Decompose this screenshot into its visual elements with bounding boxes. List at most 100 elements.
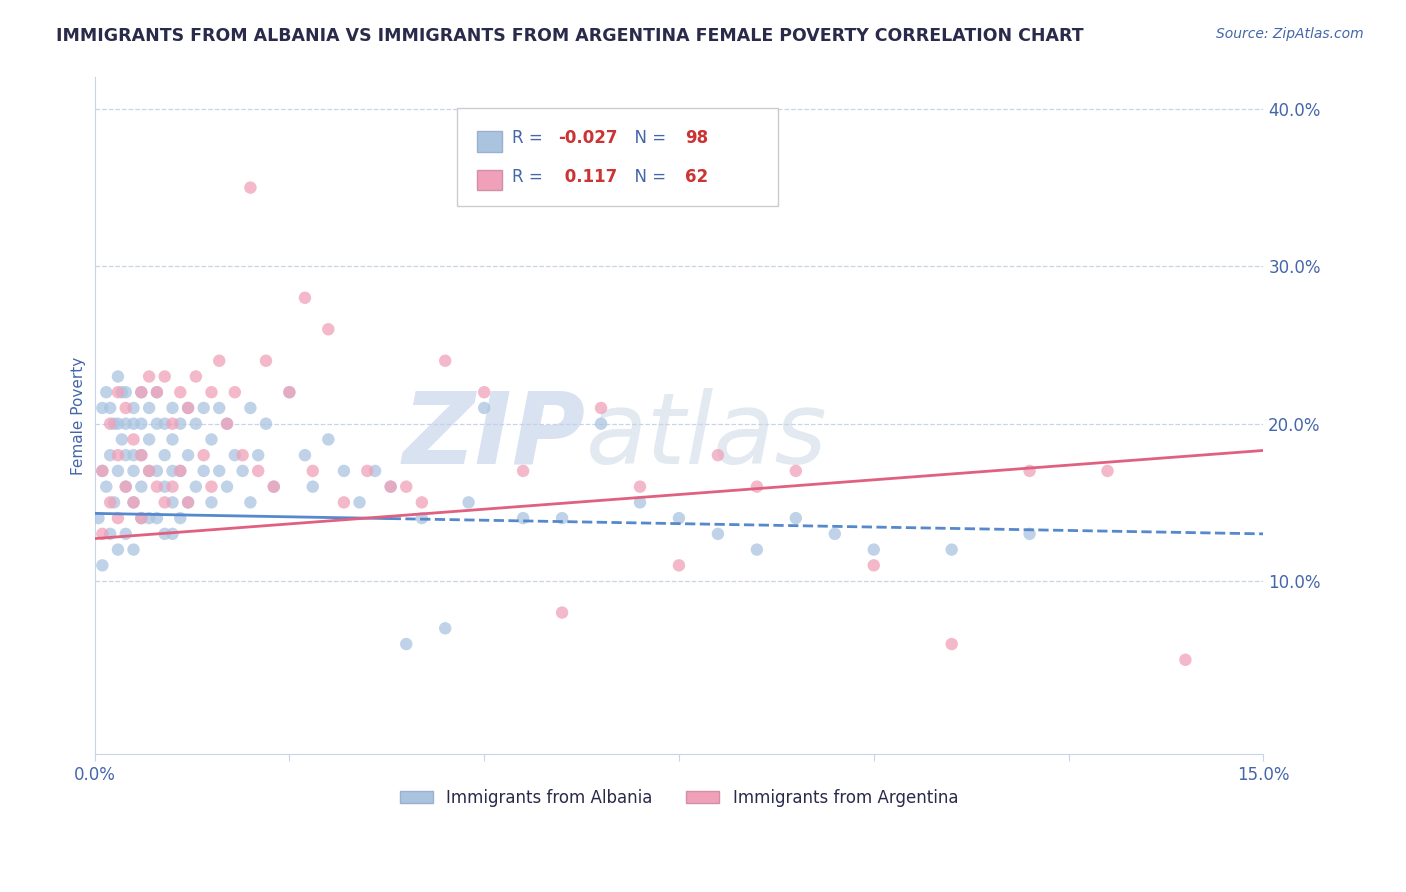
Point — [177, 448, 200, 462]
Point — [146, 464, 169, 478]
Point — [169, 511, 191, 525]
Point — [193, 448, 215, 462]
Point — [122, 448, 145, 462]
Point — [114, 527, 136, 541]
Point — [162, 495, 184, 509]
Point — [200, 433, 222, 447]
Point — [91, 527, 114, 541]
Point — [184, 480, 207, 494]
Point — [177, 401, 200, 415]
Text: 62: 62 — [685, 168, 709, 186]
Point — [589, 401, 612, 415]
Point — [169, 464, 191, 478]
Point — [862, 542, 884, 557]
Point — [294, 291, 316, 305]
Point — [512, 511, 534, 525]
Point — [153, 369, 176, 384]
Point — [114, 480, 136, 494]
Point — [200, 495, 222, 509]
Point — [707, 527, 730, 541]
Point — [98, 495, 121, 509]
Point — [98, 417, 121, 431]
Point — [107, 385, 129, 400]
Text: 98: 98 — [685, 129, 709, 147]
Point — [208, 353, 231, 368]
Point — [131, 385, 153, 400]
Point — [472, 385, 495, 400]
Text: ZIP: ZIP — [402, 388, 585, 484]
Text: atlas: atlas — [585, 388, 827, 484]
Text: N =: N = — [624, 129, 672, 147]
Point — [138, 464, 160, 478]
Point — [122, 401, 145, 415]
Point — [254, 417, 277, 431]
Point — [162, 464, 184, 478]
Point — [512, 464, 534, 478]
Point — [364, 464, 387, 478]
Point — [628, 495, 651, 509]
Point — [457, 495, 479, 509]
Text: 0.117: 0.117 — [558, 168, 617, 186]
Point — [107, 417, 129, 431]
Point — [153, 448, 176, 462]
Point — [318, 433, 340, 447]
Point — [114, 480, 136, 494]
Point — [184, 417, 207, 431]
Point — [107, 448, 129, 462]
Point — [395, 637, 418, 651]
Point — [589, 417, 612, 431]
Point — [785, 464, 807, 478]
Point — [224, 448, 246, 462]
Point — [162, 433, 184, 447]
Point — [941, 637, 963, 651]
Point — [941, 542, 963, 557]
Point — [278, 385, 301, 400]
Point — [91, 558, 114, 573]
FancyBboxPatch shape — [457, 108, 779, 206]
Point — [263, 480, 285, 494]
Point — [215, 480, 238, 494]
Point — [232, 464, 254, 478]
Point — [111, 433, 134, 447]
Point — [98, 448, 121, 462]
Point — [333, 464, 356, 478]
Point — [551, 511, 574, 525]
Point — [138, 369, 160, 384]
Point — [208, 401, 231, 415]
Point — [333, 495, 356, 509]
Text: -0.027: -0.027 — [558, 129, 619, 147]
Point — [239, 401, 262, 415]
Point — [1018, 464, 1040, 478]
Point — [153, 417, 176, 431]
Point — [131, 511, 153, 525]
Point — [215, 417, 238, 431]
Point — [239, 180, 262, 194]
Point — [96, 480, 118, 494]
Point — [169, 464, 191, 478]
Point — [131, 511, 153, 525]
Point — [745, 480, 768, 494]
Point — [103, 495, 125, 509]
Point — [98, 527, 121, 541]
Point — [146, 385, 169, 400]
FancyBboxPatch shape — [477, 169, 502, 191]
Y-axis label: Female Poverty: Female Poverty — [72, 357, 86, 475]
Point — [411, 511, 433, 525]
Point — [107, 542, 129, 557]
Point — [254, 353, 277, 368]
Point — [153, 527, 176, 541]
Point — [107, 511, 129, 525]
Point — [247, 448, 270, 462]
Text: IMMIGRANTS FROM ALBANIA VS IMMIGRANTS FROM ARGENTINA FEMALE POVERTY CORRELATION : IMMIGRANTS FROM ALBANIA VS IMMIGRANTS FR… — [56, 27, 1084, 45]
Point — [98, 401, 121, 415]
Point — [162, 480, 184, 494]
Point — [114, 417, 136, 431]
Point — [146, 385, 169, 400]
Point — [1018, 527, 1040, 541]
Point — [200, 385, 222, 400]
Point — [434, 353, 457, 368]
Point — [184, 369, 207, 384]
Point — [91, 401, 114, 415]
Point — [208, 464, 231, 478]
Point — [177, 495, 200, 509]
